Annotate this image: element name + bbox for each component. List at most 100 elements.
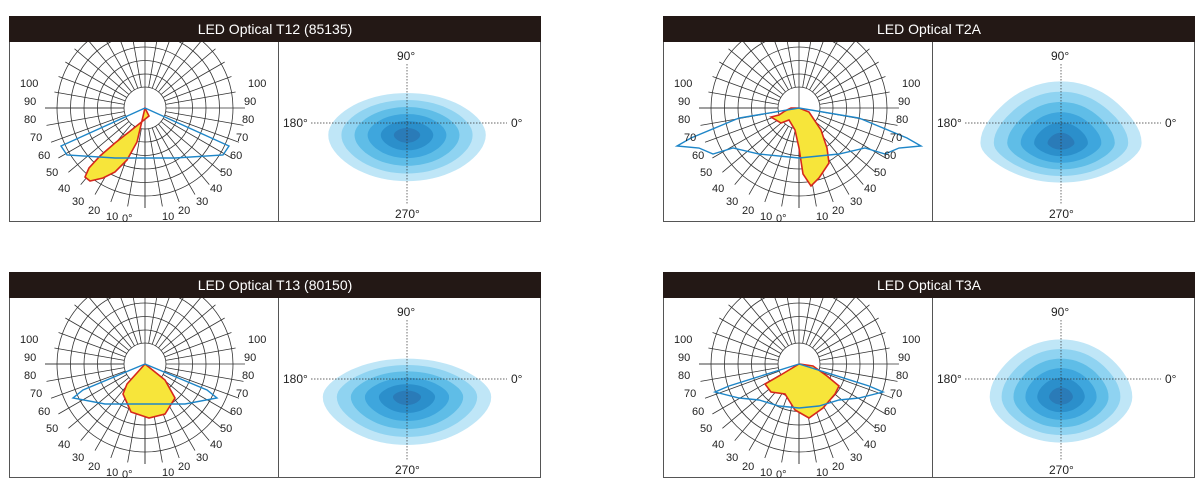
panel-divider [278,298,279,478]
polar-scale-label-right: 40 [864,183,876,195]
polar-scale-label-left: 50 [700,423,712,435]
isolux-contour-level [393,128,421,143]
isolux-angle-label-top: 90° [1051,305,1069,319]
polar-scale-label-left: 10 [760,467,772,478]
panel-divider [278,42,279,222]
polar-scale-label-left: 80 [24,114,36,126]
polar-scale-label-left: 0° [122,213,133,222]
optical-panel-t2a: LED Optical T2A 100 90 80 70 60 50 40 30 20 10 0° 1… [663,16,1195,222]
polar-scale-label-left: 50 [700,167,712,179]
polar-scale-label-left: 20 [742,461,754,473]
isolux-angle-label-bottom: 270° [395,463,420,477]
polar-scale-label-left: 0° [122,469,133,478]
polar-distribution-fill [763,363,840,419]
polar-scale-label-left: 60 [692,150,704,162]
polar-scale-label-left: 90 [678,96,690,108]
optical-panel-t3a: LED Optical T3A 100 90 80 70 60 50 40 30 20 10 0° 1… [663,272,1195,478]
polar-scale-label-right: 30 [850,452,862,464]
polar-scale-label-right: 100 [902,78,920,90]
optical-panel-t13: LED Optical T13 (80150) 100 90 80 70 60 50 40 3… [9,272,541,478]
polar-scale-label-right: 10 [816,211,828,222]
polar-scale-label-right: 90 [244,352,256,364]
isolux-angle-label-bottom: 270° [1049,207,1074,221]
polar-scale-label-right: 100 [248,334,266,346]
isolux-angle-label-right: 0° [511,116,523,130]
polar-scale-label-right: 50 [874,167,886,179]
isolux-contour-level [1047,132,1075,150]
polar-scale-label-left: 60 [38,150,50,162]
polar-scale-label-right: 10 [816,467,828,478]
polar-scale-label-left: 100 [20,334,38,346]
polar-scale-label-left: 90 [678,352,690,364]
polar-scale-label-left: 10 [106,467,118,478]
isolux-diagram: 90° 270° 180° 0° [937,49,1177,221]
panel-title: LED Optical T2A [663,16,1195,42]
polar-scale-label-right: 50 [220,167,232,179]
polar-scale-label-right: 20 [832,205,844,217]
polar-scale-label-left: 70 [684,388,696,400]
polar-scale-label-right: 70 [236,132,248,144]
polar-scale-label-right: 70 [890,132,902,144]
polar-scale-label-right: 50 [874,423,886,435]
panel-divider [932,298,933,478]
polar-scale-label-left: 70 [684,132,696,144]
polar-scale-label-left: 20 [88,461,100,473]
polar-scale-label-right: 80 [896,114,908,126]
polar-scale-label-right: 30 [850,196,862,208]
polar-grid [699,42,899,208]
panel-title: LED Optical T3A [663,272,1195,298]
polar-scale-label-right: 80 [242,370,254,382]
panel-title: LED Optical T12 (85135) [9,16,541,42]
polar-scale-label-right: 20 [178,461,190,473]
polar-grid [45,298,245,464]
polar-scale-label-right: 10 [162,467,174,478]
polar-scale-label-left: 60 [692,406,704,418]
polar-scale-label-right: 50 [220,423,232,435]
isolux-angle-label-bottom: 270° [1049,463,1074,477]
polar-grid [45,42,245,208]
polar-scale-label-right: 70 [236,388,248,400]
polar-scale-label-left: 100 [674,78,692,90]
polar-distribution-curve [712,363,886,409]
polar-scale-label-right: 40 [864,439,876,451]
polar-scale-label-left: 100 [20,78,38,90]
polar-scale-label-left: 90 [24,352,36,364]
polar-distribution-fill [84,105,151,182]
polar-scale-label-left: 40 [712,183,724,195]
optical-panel-t12: LED Optical T12 (85135) 100 90 80 70 60 50 40 3… [9,16,541,222]
polar-scale-label-left: 30 [72,452,84,464]
polar-scale-label-right: 100 [248,78,266,90]
polar-distribution-curve [71,363,219,405]
polar-distribution-fill [768,107,830,188]
polar-scale-label-left: 50 [46,423,58,435]
isolux-angle-label-right: 0° [1165,116,1177,130]
isolux-angle-label-right: 0° [511,372,523,386]
polar-scale-label-right: 90 [898,352,910,364]
polar-scale-label-right: 10 [162,211,174,222]
polar-scale-label-right: 80 [242,114,254,126]
polar-scale-label-left: 0° [776,469,787,478]
polar-scale-label-left: 30 [72,196,84,208]
polar-scale-label-right: 20 [832,461,844,473]
polar-scale-label-left: 100 [674,334,692,346]
isolux-diagram: 90° 270° 180° 0° [283,49,523,221]
isolux-angle-label-top: 90° [397,49,415,63]
polar-scale-label-right: 60 [230,150,242,162]
polar-grid [699,298,899,464]
isolux-angle-label-left: 180° [283,372,308,386]
polar-scale-label-left: 60 [38,406,50,418]
polar-scale-label-right: 70 [890,388,902,400]
polar-scale-label-left: 30 [726,452,738,464]
polar-scale-label-left: 10 [760,211,772,222]
polar-scale-label-right: 20 [178,205,190,217]
polar-scale-label-right: 100 [902,334,920,346]
polar-scale-label-left: 70 [30,132,42,144]
polar-scale-label-right: 90 [898,96,910,108]
polar-scale-label-right: 60 [884,406,896,418]
polar-distribution-curve [59,107,231,159]
polar-scale-label-left: 80 [678,114,690,126]
polar-scale-label-right: 40 [210,183,222,195]
